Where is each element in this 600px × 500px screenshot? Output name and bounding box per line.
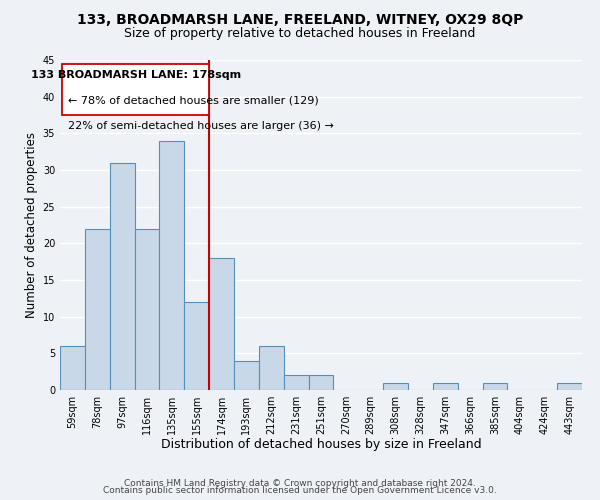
Bar — [134, 228, 160, 390]
Text: 133, BROADMARSH LANE, FREELAND, WITNEY, OX29 8QP: 133, BROADMARSH LANE, FREELAND, WITNEY, … — [77, 12, 523, 26]
Bar — [184, 302, 209, 390]
Bar — [234, 360, 259, 390]
Bar — [557, 382, 582, 390]
Bar — [308, 376, 334, 390]
Bar — [482, 382, 508, 390]
Bar — [383, 382, 408, 390]
Bar — [433, 382, 458, 390]
Bar — [209, 258, 234, 390]
Y-axis label: Number of detached properties: Number of detached properties — [25, 132, 38, 318]
Bar — [110, 162, 134, 390]
Bar — [259, 346, 284, 390]
Text: 22% of semi-detached houses are larger (36) →: 22% of semi-detached houses are larger (… — [68, 122, 334, 132]
Text: Contains public sector information licensed under the Open Government Licence v3: Contains public sector information licen… — [103, 486, 497, 495]
Text: 133 BROADMARSH LANE: 178sqm: 133 BROADMARSH LANE: 178sqm — [31, 70, 241, 81]
Bar — [160, 140, 184, 390]
X-axis label: Distribution of detached houses by size in Freeland: Distribution of detached houses by size … — [161, 438, 481, 452]
FancyBboxPatch shape — [62, 64, 209, 115]
Text: Size of property relative to detached houses in Freeland: Size of property relative to detached ho… — [124, 28, 476, 40]
Text: Contains HM Land Registry data © Crown copyright and database right 2024.: Contains HM Land Registry data © Crown c… — [124, 478, 476, 488]
Bar — [60, 346, 85, 390]
Text: ← 78% of detached houses are smaller (129): ← 78% of detached houses are smaller (12… — [68, 95, 319, 105]
Bar — [85, 228, 110, 390]
Bar — [284, 376, 308, 390]
